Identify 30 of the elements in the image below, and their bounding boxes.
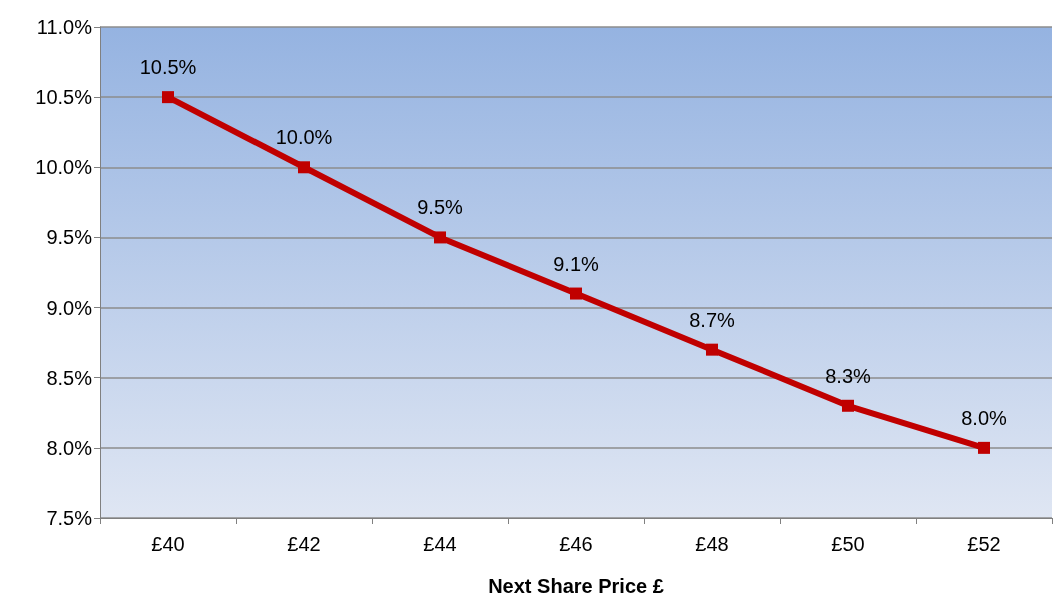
x-axis-title: Next Share Price £ [488,575,664,597]
data-label: 10.5% [139,56,197,79]
y-tick-label: 8.5% [46,366,93,389]
point [434,231,446,244]
x-tick-label: £50 [831,533,865,555]
data-label: 8.7% [689,308,736,331]
point [570,287,582,300]
y-tick-label: 7.5% [46,507,93,529]
data-label: 8.3% [825,364,872,387]
data-label: 9.5% [417,196,464,219]
x-tick-label: £44 [423,533,457,555]
data-label: 9.1% [553,252,600,275]
point [978,441,990,454]
data-label: 10.0% [275,126,333,149]
x-tick-label: £42 [287,533,321,555]
point [162,91,174,104]
y-tick-label: 9.5% [46,226,93,249]
y-tick-label: 9.0% [46,296,93,319]
point [842,399,854,412]
point [298,161,310,174]
y-tick-label: 11.0% [36,16,93,38]
x-tick-label: £40 [151,533,185,555]
data-label: 8.0% [961,406,1008,429]
y-tick-label: 10.0% [35,156,93,179]
point [706,343,718,356]
y-tick-label: 8.0% [46,436,93,459]
x-tick-label: £46 [559,533,593,555]
y-tick-label: 10.5% [35,86,93,109]
x-tick-label: £52 [967,533,1001,555]
x-tick-label: £48 [695,533,729,555]
